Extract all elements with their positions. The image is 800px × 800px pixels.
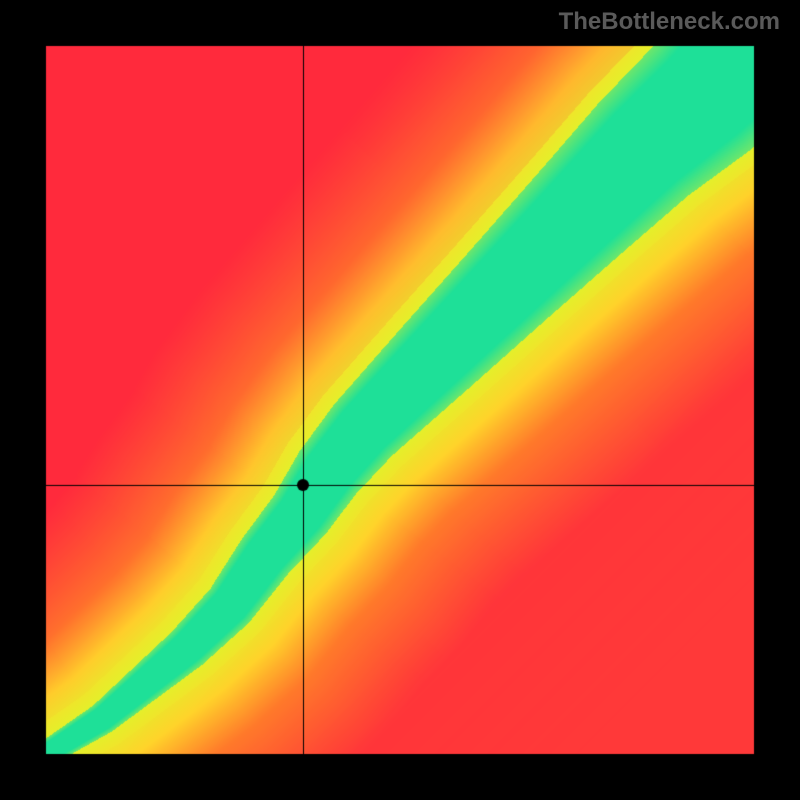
- chart-container: TheBottleneck.com: [0, 0, 800, 800]
- heatmap-canvas: [0, 0, 800, 800]
- watermark-text: TheBottleneck.com: [559, 8, 780, 36]
